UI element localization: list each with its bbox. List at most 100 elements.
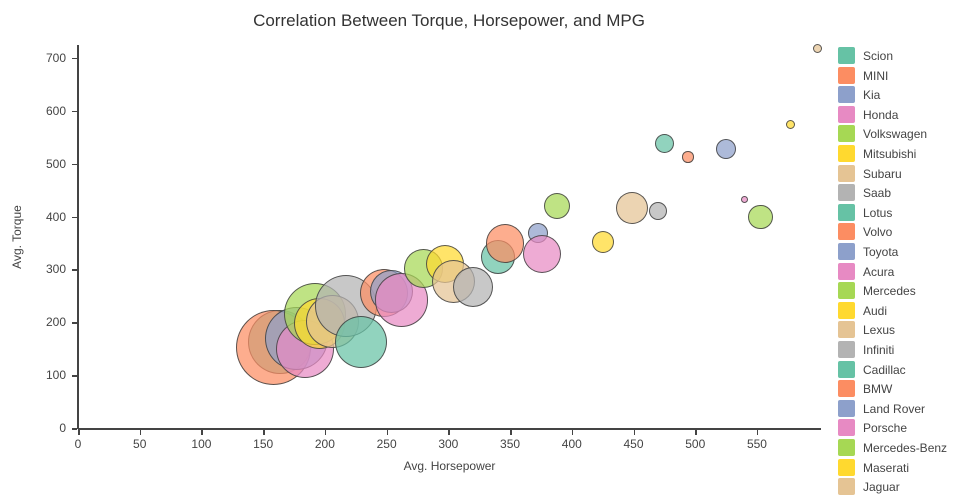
legend-label: Volkswagen bbox=[863, 127, 928, 142]
x-tick-label: 500 bbox=[685, 437, 706, 451]
legend-swatch bbox=[838, 419, 855, 437]
x-axis-title: Avg. Horsepower bbox=[403, 459, 496, 473]
y-tick-label: 400 bbox=[45, 209, 66, 224]
legend-item-bmw[interactable]: BMW bbox=[838, 380, 960, 398]
y-tick-mark bbox=[72, 322, 77, 324]
legend-swatch bbox=[838, 478, 855, 496]
legend-item-scion[interactable]: Scion bbox=[838, 47, 960, 65]
x-tick-mark bbox=[448, 430, 450, 435]
legend-swatch bbox=[838, 164, 855, 182]
legend-item-audi[interactable]: Audi bbox=[838, 301, 960, 320]
legend-label: MINI bbox=[863, 68, 889, 83]
legend-swatch bbox=[838, 203, 855, 221]
legend-item-porsche[interactable]: Porsche bbox=[838, 419, 960, 437]
y-tick-label: 0 bbox=[59, 421, 66, 435]
bubble-unlabeled-27[interactable] bbox=[715, 138, 737, 160]
bubble-bmw[interactable] bbox=[485, 224, 525, 263]
legend-item-cadillac[interactable]: Cadillac bbox=[838, 360, 960, 379]
y-tick-mark bbox=[72, 428, 77, 430]
bubble-infiniti[interactable] bbox=[453, 266, 494, 307]
y-axis-title: Avg. Torque bbox=[10, 205, 24, 269]
legend-item-land-rover[interactable]: Land Rover bbox=[838, 399, 960, 418]
legend-swatch bbox=[838, 125, 855, 143]
x-tick-mark bbox=[633, 430, 636, 435]
legend-swatch bbox=[838, 145, 855, 162]
x-tick-label: 100 bbox=[191, 437, 212, 451]
x-tick-mark bbox=[324, 430, 327, 435]
legend-label: Cadillac bbox=[863, 362, 906, 377]
legend-swatch bbox=[838, 341, 855, 358]
legend-label: Volvo bbox=[863, 225, 893, 240]
bubble-mercedes-benz[interactable] bbox=[543, 192, 571, 220]
legend-label: Porsche bbox=[863, 421, 908, 436]
legend-label: Maserati bbox=[863, 460, 910, 475]
legend-label: BMW bbox=[863, 382, 893, 397]
bubble-unlabeled-30[interactable] bbox=[785, 119, 795, 129]
x-tick-label: 300 bbox=[438, 437, 459, 451]
bubble-lotus[interactable] bbox=[334, 316, 387, 369]
legend-item-mercedes[interactable]: Mercedes bbox=[838, 282, 960, 300]
y-tick-label: 700 bbox=[45, 50, 66, 65]
y-tick-mark bbox=[72, 216, 77, 219]
legend-item-maserati[interactable]: Maserati bbox=[838, 458, 960, 477]
legend-item-lotus[interactable]: Lotus bbox=[838, 203, 960, 222]
bubble-unlabeled-31[interactable] bbox=[812, 43, 823, 54]
legend-swatch bbox=[838, 439, 855, 456]
legend-item-lexus[interactable]: Lexus bbox=[838, 321, 960, 339]
legend-item-volkswagen[interactable]: Volkswagen bbox=[838, 125, 960, 143]
x-tick-mark bbox=[386, 430, 389, 435]
legend-label: Land Rover bbox=[863, 401, 926, 416]
bubble-jaguar[interactable] bbox=[616, 192, 649, 225]
x-tick-label: 0 bbox=[74, 437, 82, 451]
legend-item-toyota[interactable]: Toyota bbox=[838, 243, 960, 261]
legend-swatch bbox=[838, 47, 855, 64]
legend-label: Toyota bbox=[863, 245, 899, 259]
legend-item-mitsubishi[interactable]: Mitsubishi bbox=[838, 145, 960, 163]
legend-item-acura[interactable]: Acura bbox=[838, 262, 960, 281]
legend-item-honda[interactable]: Honda bbox=[838, 105, 960, 124]
legend-label: Jaguar bbox=[863, 480, 900, 495]
bubble-unlabeled-24[interactable] bbox=[649, 201, 668, 220]
legend-item-kia[interactable]: Kia bbox=[838, 86, 960, 104]
y-tick-mark bbox=[72, 163, 77, 166]
legend-swatch bbox=[838, 105, 855, 123]
legend-swatch bbox=[838, 282, 855, 300]
y-axis-line bbox=[77, 45, 79, 429]
legend-item-volvo[interactable]: Volvo bbox=[838, 223, 960, 241]
legend-swatch bbox=[838, 301, 855, 319]
legend-item-mini[interactable]: MINI bbox=[838, 66, 960, 85]
x-tick-label: 50 bbox=[133, 437, 147, 451]
x-tick-label: 400 bbox=[561, 437, 582, 451]
legend-item-subaru[interactable]: Subaru bbox=[838, 164, 960, 183]
x-tick-label: 250 bbox=[376, 437, 397, 451]
y-tick-label: 200 bbox=[45, 315, 66, 330]
legend-label: Saab bbox=[863, 186, 892, 201]
x-tick-mark bbox=[139, 430, 142, 435]
legend-label: Audi bbox=[863, 303, 888, 318]
legend-item-infiniti[interactable]: Infiniti bbox=[838, 341, 960, 359]
legend-item-jaguar[interactable]: Jaguar bbox=[838, 478, 960, 496]
bubble-unlabeled-28[interactable] bbox=[740, 195, 749, 204]
y-tick-mark bbox=[72, 57, 77, 60]
bubble-unlabeled-25[interactable] bbox=[654, 133, 675, 154]
legend-swatch bbox=[838, 243, 855, 260]
y-tick-mark bbox=[72, 269, 77, 271]
bubble-unlabeled-26[interactable] bbox=[682, 151, 694, 163]
chart-title: Correlation Between Torque, Horsepower, … bbox=[253, 11, 645, 30]
legend-item-mercedes-benz[interactable]: Mercedes-Benz bbox=[838, 439, 960, 457]
legend-label: Mercedes-Benz bbox=[863, 441, 948, 455]
x-tick-label: 200 bbox=[314, 437, 335, 451]
x-tick-label: 150 bbox=[253, 437, 274, 451]
legend-swatch bbox=[838, 380, 855, 398]
bubble-unlabeled-29[interactable] bbox=[748, 204, 773, 230]
bubble-porsche[interactable] bbox=[523, 234, 562, 273]
x-tick-label: 550 bbox=[746, 437, 767, 451]
legend-item-saab[interactable]: Saab bbox=[838, 184, 960, 202]
bubble-maserati[interactable] bbox=[591, 230, 614, 253]
x-axis-line bbox=[78, 428, 821, 430]
x-tick-mark bbox=[510, 430, 512, 435]
y-tick-label: 500 bbox=[45, 156, 66, 171]
legend-label: Lexus bbox=[863, 323, 896, 338]
legend-swatch bbox=[838, 360, 855, 378]
